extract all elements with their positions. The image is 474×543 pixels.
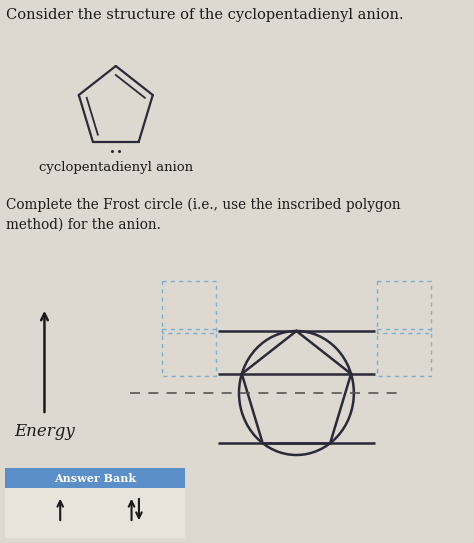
Text: Energy: Energy xyxy=(14,423,75,440)
Text: Complete the Frost circle (i.e., use the inscribed polygon
method) for the anion: Complete the Frost circle (i.e., use the… xyxy=(6,198,400,232)
Text: Consider the structure of the cyclopentadienyl anion.: Consider the structure of the cyclopenta… xyxy=(6,8,403,22)
Text: Answer Bank: Answer Bank xyxy=(54,472,136,483)
Text: cyclopentadienyl anion: cyclopentadienyl anion xyxy=(39,161,193,174)
FancyBboxPatch shape xyxy=(5,468,185,488)
FancyBboxPatch shape xyxy=(5,488,185,538)
